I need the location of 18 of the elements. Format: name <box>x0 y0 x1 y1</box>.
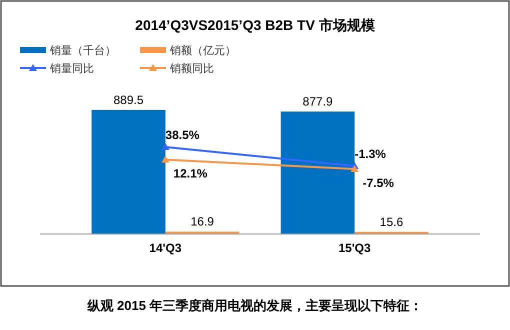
x-tick-label: 14'Q3 <box>149 241 182 255</box>
data-label: 16.9 <box>190 214 214 229</box>
text: 纵观 2015 年三季度商用电视的发展，主要呈现以下特征： <box>86 298 423 313</box>
data-label: 877.9 <box>302 94 334 109</box>
data-label: 889.5 <box>114 92 144 107</box>
data-label: -7.5% <box>362 176 394 190</box>
legend-label: 销量（千台） <box>49 44 116 57</box>
legend-label: 销量同比 <box>49 62 94 75</box>
data-label: -1.3% <box>354 147 386 162</box>
data-label: 38.5% <box>165 128 200 142</box>
x-tick-label: 15'Q3 <box>338 241 372 255</box>
legend-label: 销额（亿元） <box>169 44 236 57</box>
bar <box>280 112 355 234</box>
legend-label: 销额同比 <box>169 62 214 75</box>
data-label: 15.6 <box>380 214 404 229</box>
chart-title: 2014’Q3VS2015’Q3 B2B TV 市场规模 <box>135 17 376 33</box>
data-label: 12.1% <box>173 166 208 181</box>
bar <box>92 110 166 234</box>
